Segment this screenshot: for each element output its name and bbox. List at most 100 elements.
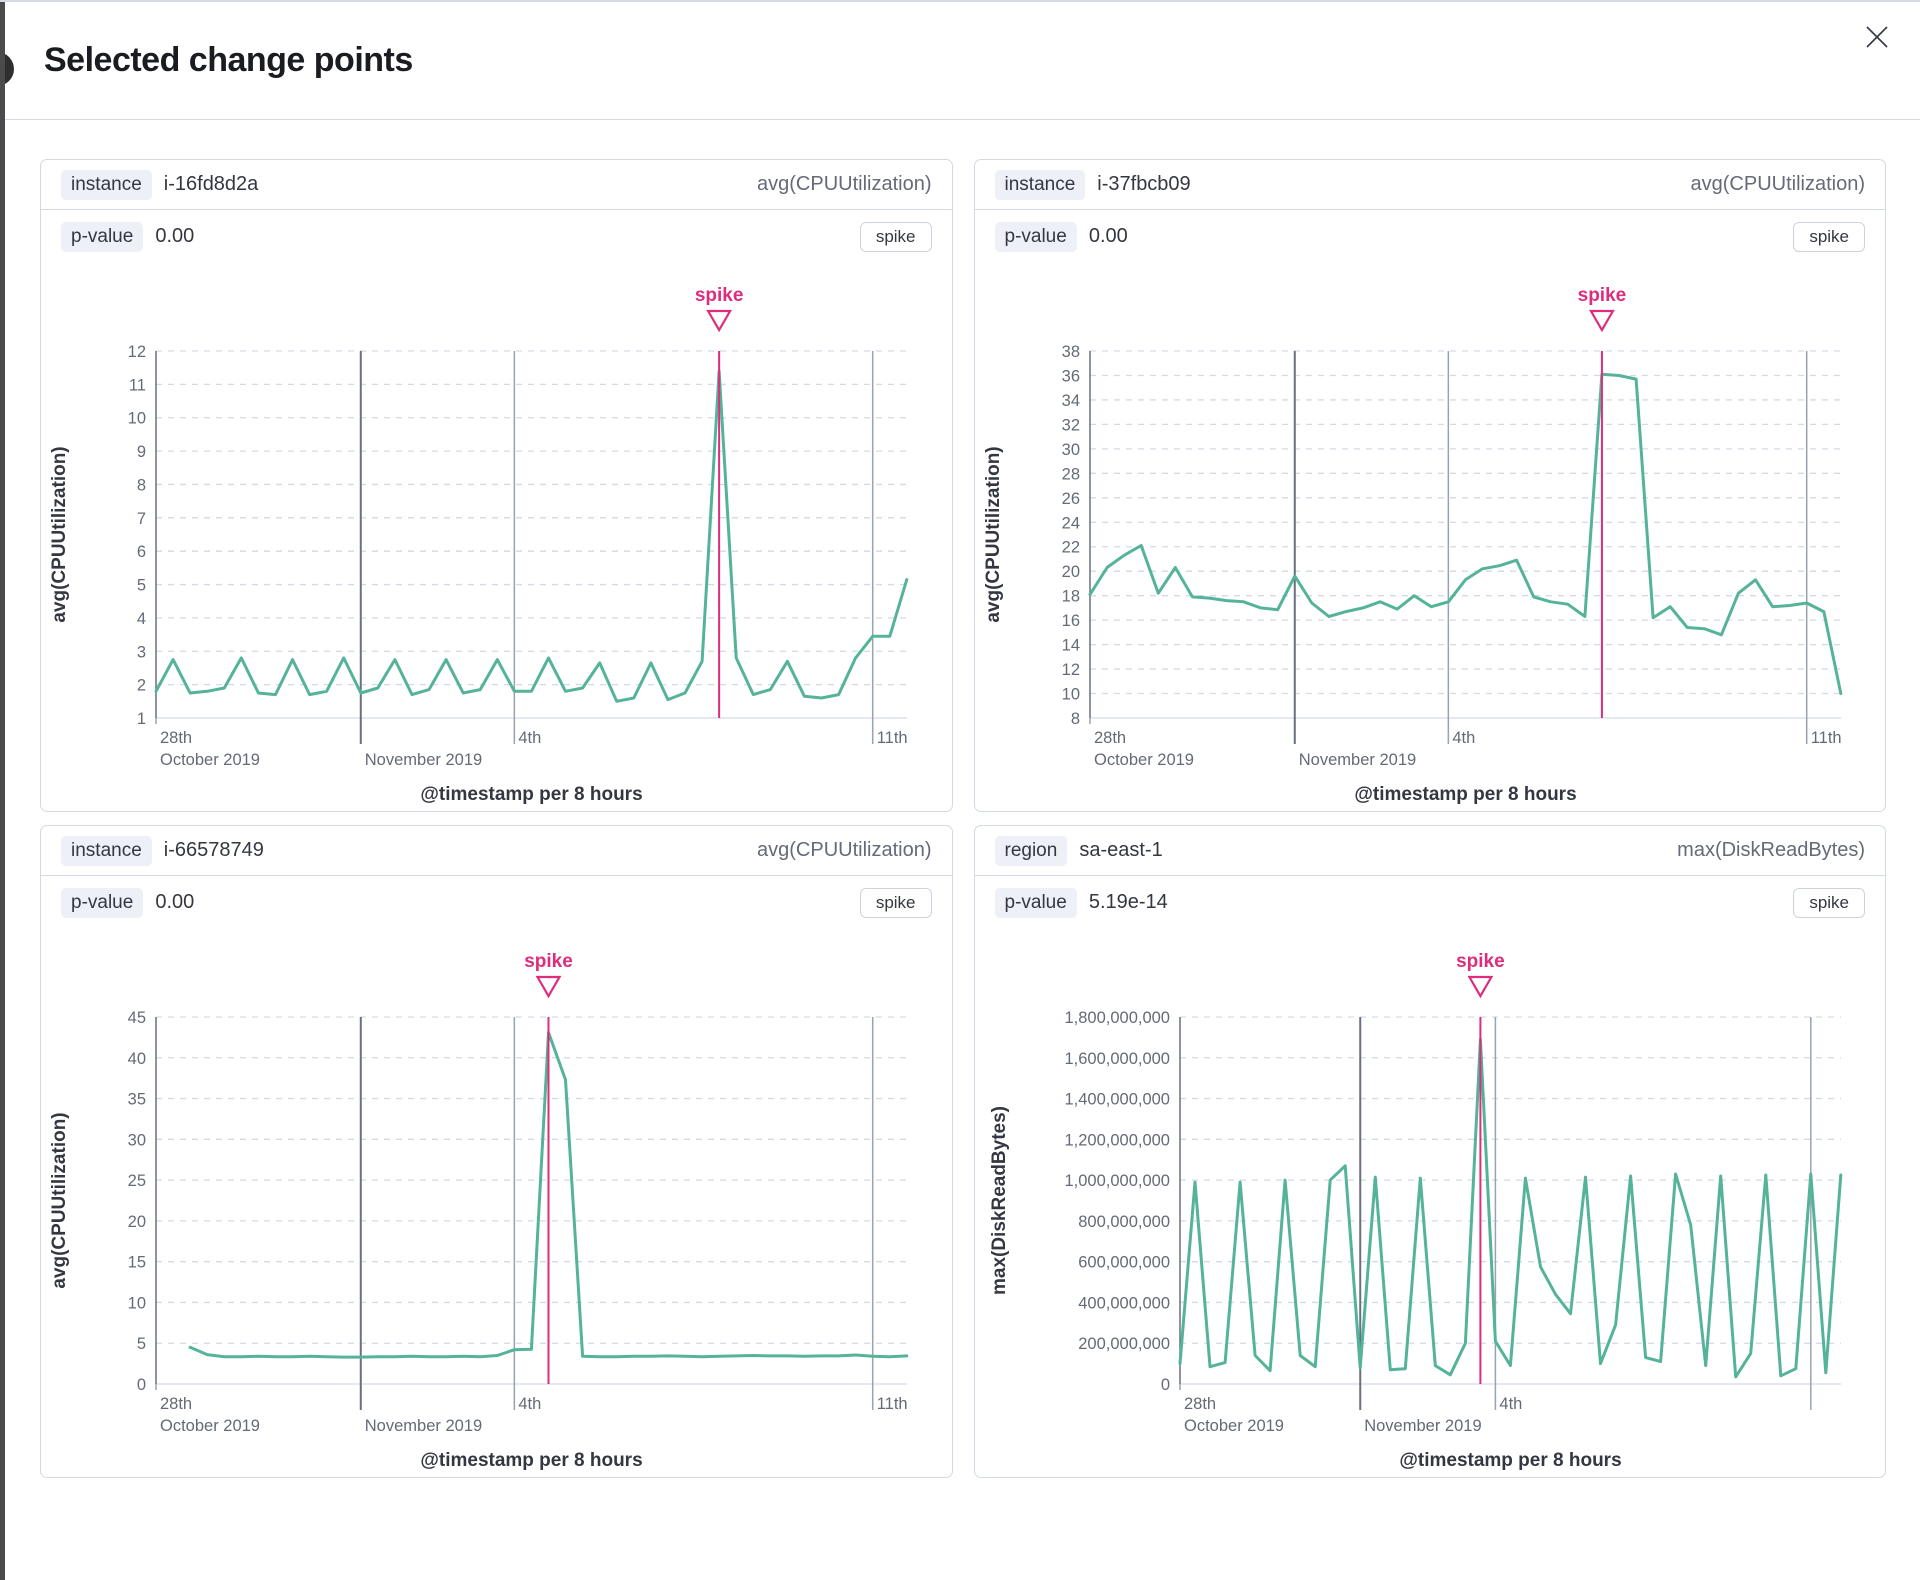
change-type-button[interactable]: spike	[859, 887, 932, 918]
field-name-badge: instance	[994, 169, 1086, 200]
svg-text:11th: 11th	[1810, 729, 1841, 747]
change-type-button[interactable]: spike	[859, 221, 932, 252]
svg-text:24: 24	[1061, 514, 1079, 532]
p-value: 0.00	[155, 891, 195, 913]
svg-text:4th: 4th	[518, 1395, 541, 1413]
line-chart: 0 200,000,000 400,000,000 600,000,000 800,00…	[989, 951, 1842, 1471]
chart-area[interactable]: 0 200,000,000 400,000,000 600,000,000 800,00…	[975, 929, 1886, 1477]
svg-text:36: 36	[1061, 367, 1079, 385]
svg-text:4: 4	[137, 610, 146, 628]
metric-label: avg(CPUUtilization)	[1690, 173, 1866, 195]
svg-text:8: 8	[137, 476, 146, 494]
svg-text:28th: 28th	[160, 729, 192, 747]
svg-text:avg(CPUUtilization): avg(CPUUtilization)	[49, 446, 70, 622]
change-type-button[interactable]: spike	[1793, 887, 1865, 918]
p-value: 0.00	[155, 225, 195, 247]
svg-text:November 2019: November 2019	[365, 1417, 482, 1435]
svg-text:11th: 11th	[877, 1395, 908, 1413]
svg-text:8: 8	[1070, 710, 1079, 728]
chart-area[interactable]: 1 2 3 4 5 6 7 8 9 10 11 12 28th October 2019 November …	[41, 263, 952, 811]
change-point-panel: region sa-east-1 max(DiskReadBytes) p-va…	[973, 825, 1886, 1478]
svg-text:1,800,000,000: 1,800,000,000	[1064, 1009, 1170, 1027]
metric-label: avg(CPUUtilization)	[757, 173, 932, 195]
svg-text:28: 28	[1061, 465, 1079, 483]
change-point-panel: instance i-16fd8d2a avg(CPUUtilization) …	[40, 159, 953, 812]
chart-area[interactable]: 8 10 12 14 16 18 20 22 24 26 28 30 32 34 36 38 28th Octob…	[975, 263, 1886, 811]
change-points-grid: instance i-16fd8d2a avg(CPUUtilization) …	[0, 120, 1920, 1478]
svg-text:@timestamp per 8 hours: @timestamp per 8 hours	[1399, 1450, 1621, 1471]
svg-text:avg(CPUUtilization): avg(CPUUtilization)	[49, 1112, 70, 1288]
svg-text:20: 20	[1061, 563, 1079, 581]
background-page-edge	[0, 2, 5, 1580]
svg-text:@timestamp per 8 hours: @timestamp per 8 hours	[420, 1450, 642, 1471]
svg-text:12: 12	[1061, 661, 1079, 679]
p-value: 0.00	[1088, 225, 1128, 247]
svg-text:November 2019: November 2019	[1364, 1417, 1481, 1435]
field-value: i-66578749	[163, 839, 264, 861]
svg-text:1,600,000,000: 1,600,000,000	[1064, 1050, 1170, 1068]
svg-text:4th: 4th	[1499, 1395, 1522, 1413]
field-name-badge: instance	[61, 169, 152, 200]
svg-text:14: 14	[1061, 637, 1079, 655]
svg-text:38: 38	[1061, 343, 1079, 361]
svg-text:32: 32	[1061, 416, 1079, 434]
change-type-button[interactable]: spike	[1793, 221, 1865, 252]
change-point-panel: instance i-66578749 avg(CPUUtilization) …	[40, 825, 953, 1478]
p-value-badge: p-value	[61, 221, 144, 252]
svg-text:6: 6	[137, 543, 146, 561]
close-button[interactable]	[1860, 20, 1894, 54]
svg-text:1,400,000,000: 1,400,000,000	[1064, 1091, 1170, 1109]
svg-text:2: 2	[137, 677, 146, 695]
svg-text:0: 0	[1160, 1376, 1169, 1394]
svg-text:4th: 4th	[518, 729, 541, 747]
svg-text:30: 30	[128, 1131, 146, 1149]
svg-text:600,000,000: 600,000,000	[1078, 1254, 1170, 1272]
svg-text:4th: 4th	[1452, 729, 1475, 747]
svg-text:34: 34	[1061, 392, 1079, 410]
svg-text:November 2019: November 2019	[1298, 751, 1415, 769]
svg-text:November 2019: November 2019	[365, 751, 482, 769]
line-chart: 8 10 12 14 16 18 20 22 24 26 28 30 32 34 36 38 28th Octob…	[983, 285, 1842, 805]
svg-text:28th: 28th	[1094, 729, 1126, 747]
svg-text:16: 16	[1061, 612, 1079, 630]
svg-text:11: 11	[129, 376, 146, 394]
svg-text:28th: 28th	[1184, 1395, 1216, 1413]
svg-text:12: 12	[128, 343, 146, 361]
modal-header: Selected change points	[0, 2, 1920, 120]
svg-text:22: 22	[1061, 539, 1079, 557]
svg-text:spike: spike	[1577, 285, 1626, 306]
panel-header: instance i-16fd8d2a avg(CPUUtilization)	[41, 160, 952, 209]
panel-subheader: p-value 0.00 spike	[41, 209, 952, 263]
svg-text:October 2019: October 2019	[1184, 1417, 1284, 1435]
svg-text:25: 25	[128, 1172, 146, 1190]
svg-text:5: 5	[137, 577, 146, 595]
panel-header: region sa-east-1 max(DiskReadBytes)	[975, 826, 1886, 875]
svg-text:400,000,000: 400,000,000	[1078, 1294, 1170, 1312]
svg-text:max(DiskReadBytes): max(DiskReadBytes)	[989, 1106, 1010, 1295]
svg-text:1,000,000,000: 1,000,000,000	[1064, 1172, 1170, 1190]
svg-text:spike: spike	[695, 285, 744, 306]
svg-text:7: 7	[137, 510, 146, 528]
svg-text:26: 26	[1061, 490, 1079, 508]
svg-text:30: 30	[1061, 441, 1079, 459]
svg-text:10: 10	[1061, 686, 1079, 704]
panel-subheader: p-value 0.00 spike	[974, 209, 1885, 263]
svg-text:avg(CPUUtilization): avg(CPUUtilization)	[983, 446, 1004, 622]
svg-text:35: 35	[128, 1091, 146, 1109]
field-value: i-16fd8d2a	[163, 173, 259, 195]
svg-text:15: 15	[128, 1254, 146, 1272]
line-chart: 0 5 10 15 20 25 30 35 40 45 28th October 2019 Novemb…	[49, 951, 909, 1471]
change-point-panel: instance i-37fbcb09 avg(CPUUtilization) …	[973, 159, 1886, 812]
svg-text:200,000,000: 200,000,000	[1078, 1335, 1170, 1353]
panel-subheader: p-value 5.19e-14 spike	[974, 875, 1885, 929]
p-value-badge: p-value	[994, 221, 1077, 252]
page-title: Selected change points	[44, 41, 413, 79]
metric-label: max(DiskReadBytes)	[1677, 839, 1865, 861]
close-icon	[1866, 26, 1888, 48]
svg-text:spike: spike	[1456, 951, 1505, 972]
panel-subheader: p-value 0.00 spike	[41, 875, 952, 929]
chart-area[interactable]: 0 5 10 15 20 25 30 35 40 45 28th October 2019 Novemb…	[41, 929, 952, 1477]
svg-text:10: 10	[128, 410, 146, 428]
field-value: sa-east-1	[1079, 839, 1163, 861]
